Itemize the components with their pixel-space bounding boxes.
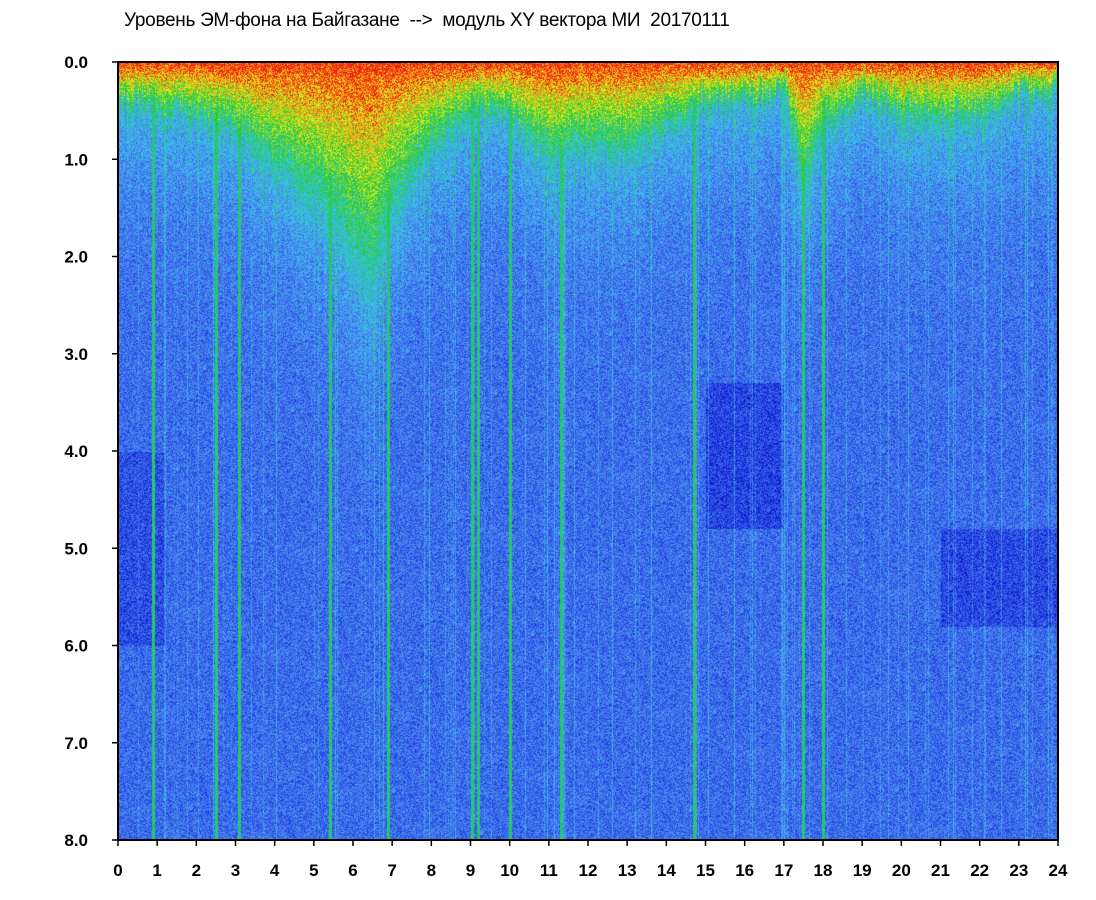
x-tick-label: 11 — [540, 861, 558, 880]
x-tick-label: 12 — [579, 861, 598, 880]
y-tick-label: 7.0 — [64, 734, 88, 753]
x-tick-label: 3 — [231, 861, 240, 880]
x-tick-label: 4 — [270, 861, 280, 880]
x-tick-label: 6 — [348, 861, 357, 880]
x-tick-label: 18 — [814, 861, 833, 880]
x-tick-label: 16 — [735, 861, 754, 880]
x-tick-label: 0 — [113, 861, 122, 880]
y-tick-label: 6.0 — [64, 637, 88, 656]
y-tick-label: 5.0 — [64, 539, 88, 558]
x-tick-label: 23 — [1009, 861, 1028, 880]
x-tick-label: 10 — [500, 861, 519, 880]
x-tick-label: 5 — [309, 861, 318, 880]
y-tick-label: 0.0 — [64, 53, 88, 72]
y-tick-label: 1.0 — [64, 150, 88, 169]
x-tick-label: 20 — [892, 861, 911, 880]
x-tick-label: 21 — [931, 861, 950, 880]
y-axis: 0.0 1.0 2.0 3.0 4.0 5.0 6.0 7.0 8.0 — [64, 53, 118, 850]
x-tick-label: 14 — [657, 861, 676, 880]
x-tick-label: 2 — [192, 861, 201, 880]
y-tick-label: 8.0 — [64, 831, 88, 850]
x-axis: 0 1 2 3 4 5 6 7 8 9 10 11 12 13 14 15 16 17 18 19 20 21 22 23 24 — [113, 840, 1068, 880]
x-tick-label: 8 — [427, 861, 436, 880]
heatmap-layer — [118, 62, 1058, 840]
x-tick-label: 24 — [1049, 861, 1068, 880]
chart-title: Уровень ЭМ-фона на Байгазане --> модуль … — [124, 10, 730, 31]
x-tick-label: 19 — [853, 861, 872, 880]
x-tick-label: 15 — [696, 861, 715, 880]
y-tick-label: 4.0 — [64, 442, 88, 461]
heatmap-image — [118, 62, 1058, 840]
y-tick-label: 3.0 — [64, 345, 88, 364]
x-tick-label: 13 — [618, 861, 637, 880]
x-tick-label: 22 — [970, 861, 989, 880]
x-tick-label: 7 — [387, 861, 396, 880]
y-tick-label: 2.0 — [64, 248, 88, 267]
x-tick-label: 9 — [466, 861, 475, 880]
x-tick-label: 1 — [152, 861, 161, 880]
x-tick-label: 17 — [774, 861, 793, 880]
